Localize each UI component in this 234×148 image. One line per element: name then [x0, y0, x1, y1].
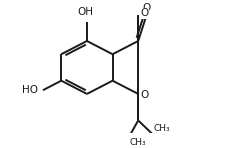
Text: HO: HO: [22, 85, 38, 95]
Text: OH: OH: [78, 7, 94, 17]
Text: O: O: [142, 3, 150, 13]
Text: O: O: [140, 90, 149, 100]
Text: O: O: [140, 8, 149, 18]
Text: CH₃: CH₃: [154, 124, 170, 133]
Text: CH₃: CH₃: [130, 138, 146, 147]
